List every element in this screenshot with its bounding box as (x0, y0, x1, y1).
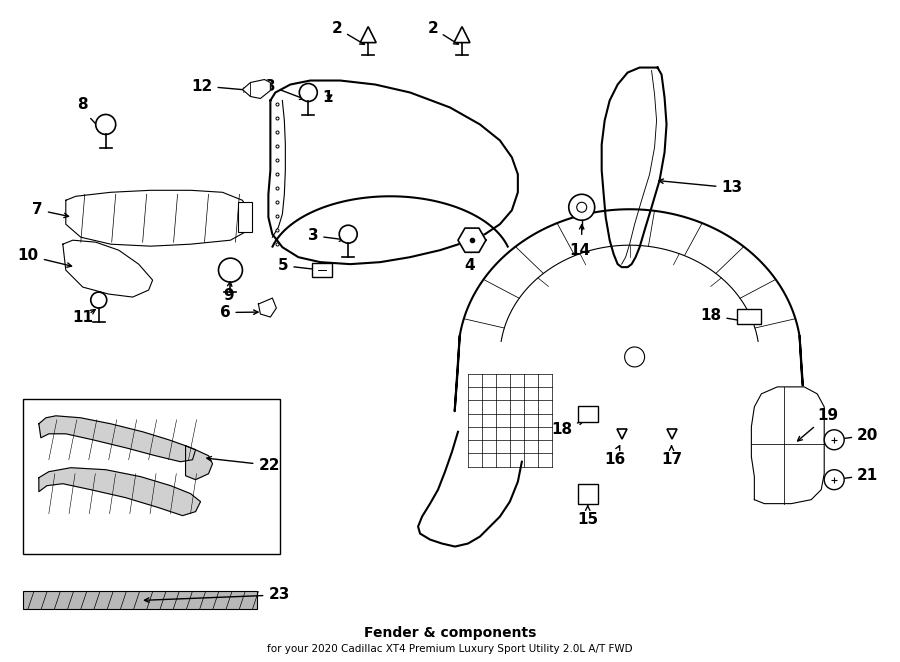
Text: 16: 16 (604, 452, 626, 467)
Text: 19: 19 (797, 408, 839, 441)
Text: 22: 22 (207, 457, 280, 473)
Text: 20: 20 (839, 428, 878, 443)
Text: 10: 10 (18, 248, 72, 267)
Text: 6: 6 (220, 305, 258, 320)
Text: 18: 18 (551, 422, 572, 438)
Text: 8: 8 (77, 97, 88, 112)
Polygon shape (185, 446, 212, 480)
Polygon shape (66, 190, 250, 246)
Polygon shape (63, 240, 153, 297)
Text: for your 2020 Cadillac XT4 Premium Luxury Sport Utility 2.0L A/T FWD: for your 2020 Cadillac XT4 Premium Luxur… (267, 644, 633, 654)
Polygon shape (458, 228, 486, 252)
Text: 1: 1 (322, 91, 333, 105)
Text: 9: 9 (223, 281, 234, 303)
Circle shape (824, 470, 844, 490)
Text: 17: 17 (661, 452, 682, 467)
Text: 4: 4 (464, 246, 475, 273)
Text: 5: 5 (278, 258, 318, 273)
Text: 2: 2 (331, 21, 364, 44)
Text: 3: 3 (308, 228, 344, 243)
Circle shape (219, 258, 242, 282)
Text: 23: 23 (145, 587, 290, 602)
Text: 13: 13 (659, 179, 742, 195)
Circle shape (95, 115, 116, 134)
Text: 3: 3 (265, 79, 304, 99)
Polygon shape (39, 468, 201, 516)
Bar (22, 399, 281, 553)
Polygon shape (602, 68, 667, 267)
Circle shape (300, 83, 318, 101)
Bar (578, 484, 598, 504)
Text: 18: 18 (700, 308, 745, 323)
Text: 2: 2 (428, 21, 458, 44)
Bar (578, 406, 598, 422)
Text: Fender & components: Fender & components (364, 626, 536, 640)
Polygon shape (360, 26, 376, 42)
Bar (312, 263, 332, 277)
Text: 11: 11 (72, 310, 94, 324)
Text: 7: 7 (32, 203, 68, 218)
Bar (238, 203, 252, 232)
Polygon shape (242, 79, 270, 99)
Circle shape (91, 292, 107, 308)
Polygon shape (258, 298, 276, 317)
Circle shape (824, 430, 844, 449)
Bar (22, 591, 257, 610)
Polygon shape (752, 387, 824, 504)
Text: 12: 12 (191, 79, 248, 93)
Bar (737, 309, 761, 324)
Polygon shape (454, 26, 470, 42)
Circle shape (339, 225, 357, 243)
Text: 14: 14 (569, 243, 590, 258)
Polygon shape (39, 416, 195, 461)
Circle shape (569, 194, 595, 220)
Text: 21: 21 (839, 467, 878, 483)
Text: 15: 15 (577, 512, 598, 527)
